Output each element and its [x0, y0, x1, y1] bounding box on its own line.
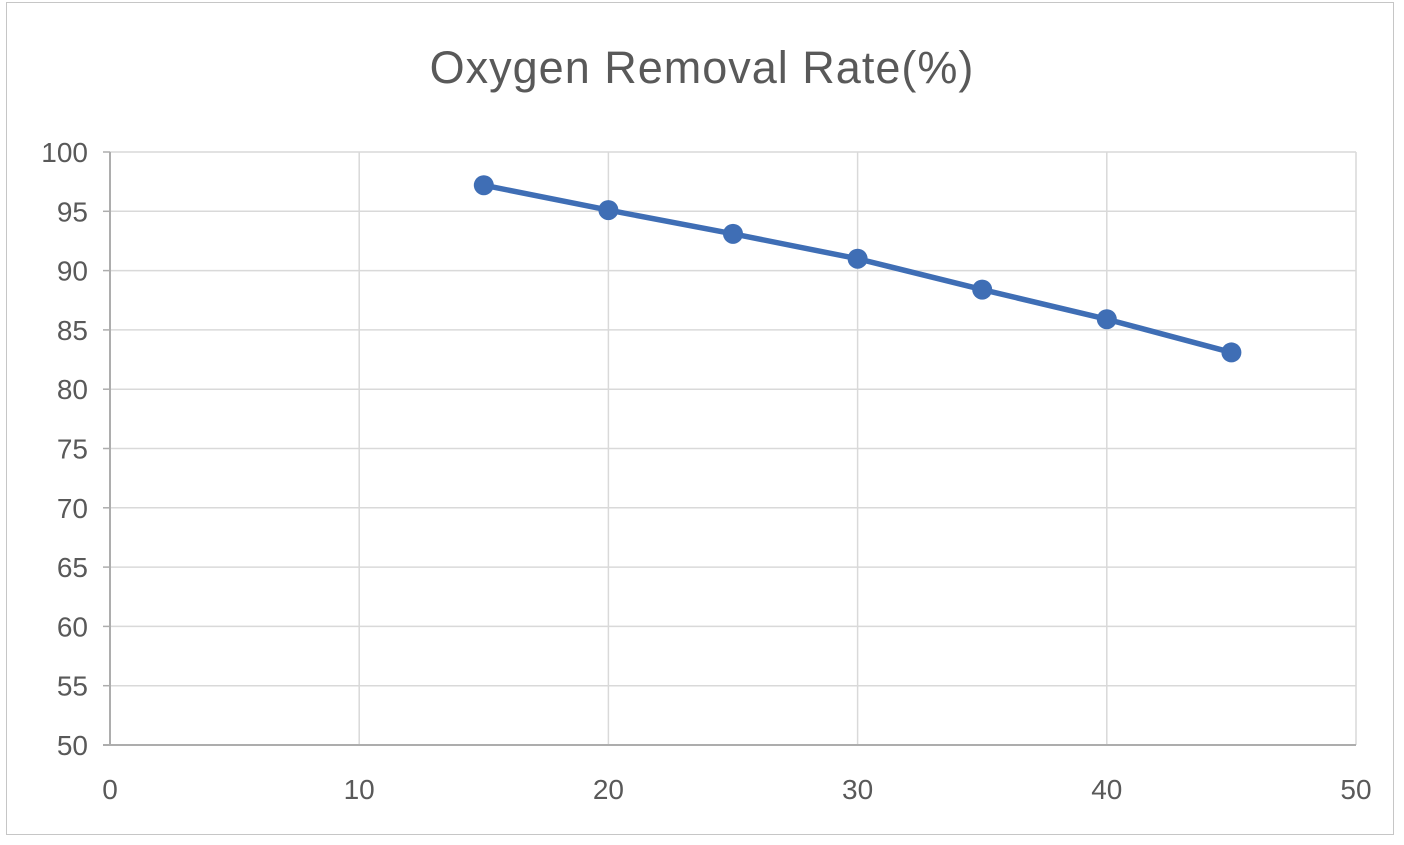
chart-frame — [6, 2, 1394, 835]
x-tick-label: 10 — [344, 774, 375, 805]
x-tick-label: 20 — [593, 774, 624, 805]
data-point-marker — [1096, 309, 1117, 330]
x-tick-label: 30 — [842, 774, 873, 805]
x-tick-label: 50 — [1340, 774, 1371, 805]
data-point-marker — [972, 279, 993, 300]
data-point-marker — [723, 223, 743, 244]
y-tick-label: 65 — [57, 552, 88, 583]
y-tick-label: 95 — [57, 196, 88, 227]
y-tick-label: 85 — [57, 315, 88, 346]
x-tick-label: 0 — [102, 774, 118, 805]
y-tick-label: 70 — [57, 493, 88, 524]
y-tick-label: 55 — [57, 671, 88, 702]
x-tick-label: 40 — [1091, 774, 1122, 805]
chart-title: Oxygen Removal Rate(%) — [429, 42, 975, 93]
data-point-marker — [473, 175, 494, 196]
y-tick-label: 80 — [57, 374, 88, 405]
y-tick-label: 60 — [57, 611, 88, 642]
y-tick-label: 100 — [41, 137, 88, 168]
data-point-marker — [598, 200, 619, 221]
data-point-marker — [1221, 342, 1242, 363]
y-tick-label: 50 — [57, 730, 88, 761]
y-tick-label: 75 — [57, 434, 88, 465]
y-tick-label: 90 — [57, 256, 88, 287]
data-point-marker — [847, 248, 868, 269]
